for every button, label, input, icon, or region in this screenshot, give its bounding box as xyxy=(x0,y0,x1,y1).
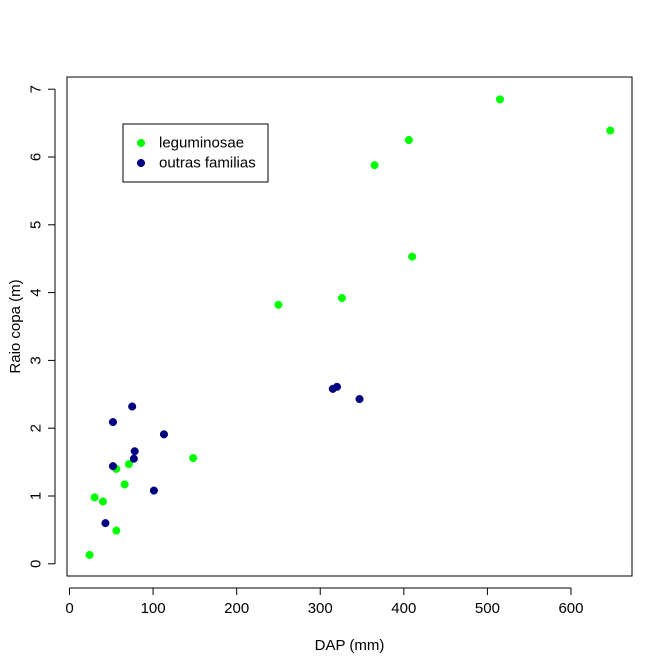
data-point xyxy=(337,293,347,303)
legend-label: leguminosae xyxy=(159,135,244,152)
data-point xyxy=(124,460,133,469)
y-axis-title: Raio copa (m) xyxy=(7,279,24,373)
data-point xyxy=(112,526,121,535)
y-tick-label: 1 xyxy=(28,492,45,500)
data-point xyxy=(355,394,364,404)
x-tick-label: 300 xyxy=(308,600,333,617)
x-tick-label: 400 xyxy=(391,600,416,617)
data-point xyxy=(90,493,99,502)
x-tick-label: 500 xyxy=(475,600,500,617)
data-point xyxy=(85,550,94,560)
x-tick-label: 200 xyxy=(224,600,249,617)
data-point xyxy=(128,402,137,411)
data-point xyxy=(332,382,342,391)
legend-label: outras familias xyxy=(159,155,256,172)
y-tick-label: 6 xyxy=(28,153,45,161)
y-tick-label: 4 xyxy=(28,288,45,296)
x-tick-label: 0 xyxy=(65,600,73,617)
data-point xyxy=(108,462,118,471)
data-point xyxy=(149,486,158,495)
points-layer xyxy=(85,95,615,560)
plot-layer xyxy=(66,76,633,577)
x-tick-label: 100 xyxy=(141,600,166,617)
data-point xyxy=(129,454,138,463)
y-tick-label: 2 xyxy=(28,424,45,432)
x-tick-label: 600 xyxy=(558,600,583,617)
data-point xyxy=(120,480,129,489)
data-point xyxy=(101,519,110,528)
y-tick-label: 7 xyxy=(28,85,45,93)
data-point xyxy=(159,430,169,439)
data-point xyxy=(274,300,283,309)
y-tick-label: 0 xyxy=(28,560,45,568)
legend: leguminosae outras familias xyxy=(122,123,269,183)
data-point xyxy=(370,161,379,170)
data-point xyxy=(130,447,139,456)
data-point xyxy=(108,418,118,427)
data-point xyxy=(408,252,417,261)
legend-marker xyxy=(136,138,146,148)
data-point xyxy=(98,497,107,506)
legend-marker xyxy=(136,158,146,168)
data-point xyxy=(495,95,504,104)
y-tick-label: 3 xyxy=(28,356,45,364)
data-point xyxy=(189,453,198,463)
data-point xyxy=(606,126,615,135)
legend-box xyxy=(122,123,269,183)
x-axis-title: DAP (mm) xyxy=(315,637,385,654)
plot-frame xyxy=(66,76,633,577)
data-point xyxy=(404,136,413,145)
axes-layer: 0 100 200 300 400 500 600 0 1 2 3 4 5 6 7 xyxy=(28,85,584,617)
y-tick-label: 5 xyxy=(28,221,45,229)
